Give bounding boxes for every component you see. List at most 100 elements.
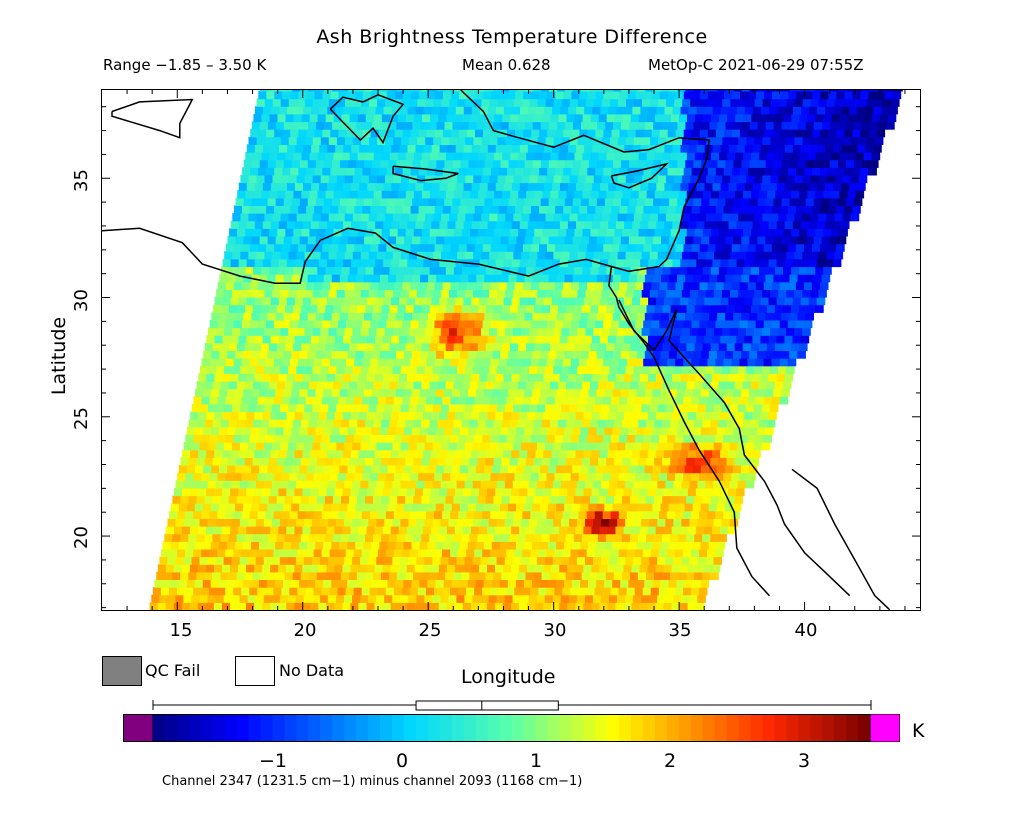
data-pixel <box>663 602 673 611</box>
data-pixel <box>503 220 513 229</box>
data-pixel <box>873 144 882 153</box>
data-pixel <box>651 205 661 214</box>
data-pixel <box>160 587 170 596</box>
data-pixel <box>632 258 641 268</box>
data-pixel <box>232 365 241 374</box>
data-pixel <box>520 442 530 451</box>
data-pixel <box>677 159 686 168</box>
data-pixel <box>792 297 802 306</box>
data-pixel <box>207 365 217 374</box>
data-pixel <box>391 373 400 382</box>
data-pixel <box>779 205 789 214</box>
data-pixel <box>768 373 777 382</box>
data-pixel <box>234 579 244 588</box>
data-pixel <box>264 327 273 336</box>
data-pixel <box>762 289 771 298</box>
data-pixel <box>516 426 525 435</box>
data-pixel <box>300 121 309 130</box>
data-pixel <box>738 289 747 298</box>
data-pixel <box>731 358 741 367</box>
data-pixel <box>571 205 580 214</box>
data-pixel <box>203 426 212 435</box>
data-pixel <box>559 335 569 344</box>
data-pixel <box>363 541 372 550</box>
data-pixel <box>580 312 590 321</box>
data-pixel <box>577 518 586 527</box>
data-pixel <box>482 205 492 214</box>
data-pixel <box>710 419 720 428</box>
data-pixel <box>393 510 403 519</box>
data-pixel <box>543 526 552 535</box>
data-pixel <box>506 434 516 443</box>
data-pixel <box>537 289 546 298</box>
data-pixel <box>275 312 285 321</box>
data-pixel <box>347 350 357 359</box>
data-pixel <box>755 281 765 290</box>
data-pixel <box>763 434 772 443</box>
data-pixel <box>283 274 293 283</box>
data-pixel <box>384 556 393 565</box>
data-pixel <box>188 571 197 580</box>
data-pixel <box>354 129 364 138</box>
data-pixel <box>297 548 307 558</box>
data-pixel <box>339 465 348 474</box>
data-pixel <box>299 159 309 168</box>
data-pixel <box>802 289 811 298</box>
data-pixel <box>646 381 655 390</box>
data-pixel <box>715 510 724 519</box>
data-pixel <box>566 381 575 390</box>
data-pixel <box>725 350 734 359</box>
data-pixel <box>249 319 259 329</box>
data-pixel <box>550 381 559 390</box>
data-pixel <box>331 197 341 206</box>
data-pixel <box>191 556 201 565</box>
data-pixel <box>421 304 431 313</box>
data-pixel <box>177 548 186 558</box>
data-pixel <box>685 274 694 283</box>
data-pixel <box>623 373 633 382</box>
data-pixel <box>478 602 488 611</box>
data-pixel <box>617 136 627 145</box>
data-pixel <box>610 510 620 519</box>
data-pixel <box>691 243 701 252</box>
data-pixel <box>577 365 586 374</box>
data-pixel <box>529 174 539 184</box>
data-pixel <box>561 98 571 107</box>
data-pixel <box>265 587 274 596</box>
data-pixel <box>706 136 715 145</box>
data-pixel <box>734 266 744 275</box>
data-pixel <box>345 587 355 596</box>
data-pixel <box>734 381 744 390</box>
data-pixel <box>725 121 735 130</box>
data-pixel <box>223 556 233 565</box>
data-pixel <box>282 129 291 138</box>
data-pixel <box>574 152 584 161</box>
data-pixel <box>669 236 678 245</box>
data-pixel <box>847 152 857 161</box>
data-pixel <box>199 556 209 565</box>
data-pixel <box>681 556 690 565</box>
data-pixel <box>393 136 402 145</box>
data-pixel <box>201 548 210 558</box>
data-pixel <box>689 289 699 298</box>
data-pixel <box>291 579 300 588</box>
data-pixel <box>186 426 196 435</box>
data-pixel <box>287 556 297 565</box>
data-pixel <box>504 556 514 565</box>
data-pixel <box>715 358 724 367</box>
data-pixel <box>286 220 296 229</box>
data-pixel <box>715 319 725 329</box>
data-pixel <box>482 319 492 329</box>
data-pixel <box>190 411 199 420</box>
data-pixel <box>459 465 469 474</box>
data-pixel <box>730 251 739 260</box>
data-pixel <box>292 495 302 504</box>
data-pixel <box>694 190 704 199</box>
data-pixel <box>245 266 254 275</box>
data-pixel <box>377 548 387 558</box>
data-pixel <box>818 136 828 145</box>
data-pixel <box>366 411 376 420</box>
data-pixel <box>700 541 710 550</box>
data-pixel <box>607 602 616 611</box>
data-pixel <box>692 579 702 588</box>
